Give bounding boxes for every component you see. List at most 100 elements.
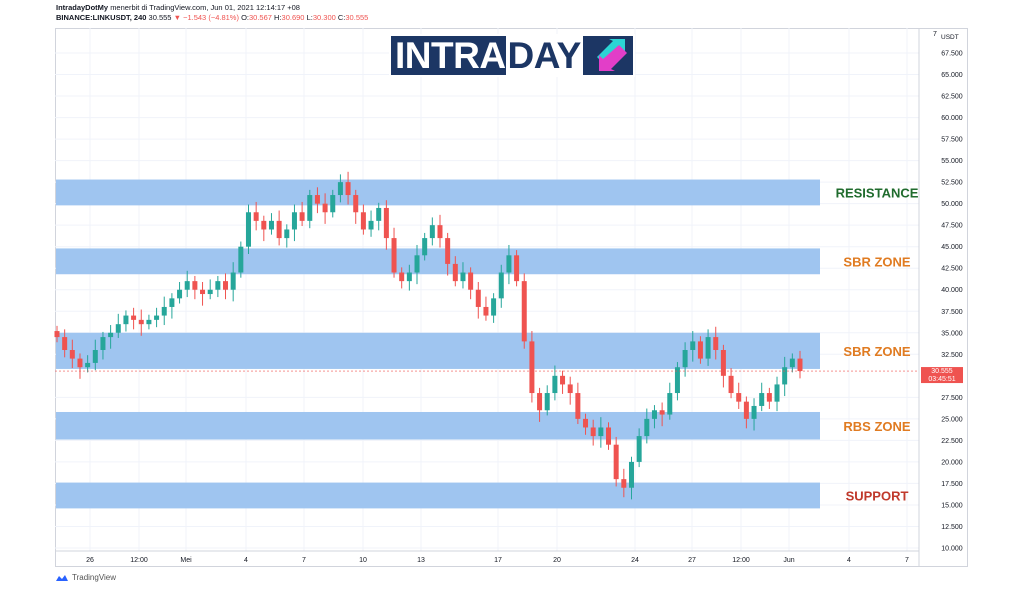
candle-body: [169, 298, 175, 307]
candles-layer: [54, 171, 803, 500]
candle-body: [314, 195, 320, 204]
high-value: 30.690: [281, 13, 305, 22]
symbol-line: BINANCE:LINKUSDT, 240 30.555 ▼ −1.543 (−…: [56, 13, 368, 23]
grid-layer: [55, 28, 919, 551]
candle-body: [123, 315, 129, 325]
tradingview-brand-text: TradingView: [72, 573, 117, 582]
candle-body: [100, 337, 106, 350]
low-label: L:: [306, 13, 313, 22]
logo-wordmark: INTRADAY: [395, 35, 583, 76]
candle-body: [154, 315, 160, 320]
candle-body: [736, 393, 742, 402]
zone-label: RESISTANCE: [836, 185, 919, 200]
price-axis: 67.500 65.000 62.500 60.000 57.500 55.000 52.5…: [941, 51, 963, 553]
zone-label: SBR ZONE: [843, 344, 911, 359]
candle-body: [759, 393, 765, 406]
publish-line: IntradayDotMy menerbit di TradingView.co…: [56, 3, 368, 13]
author-name[interactable]: IntradayDotMy: [56, 3, 109, 12]
price-tick-label: 37.500: [941, 309, 963, 316]
last-price-text: 30.555: [931, 368, 953, 375]
candle-body: [131, 315, 137, 320]
price-tick-label: 27.500: [941, 395, 963, 402]
candle-body: [743, 401, 749, 419]
candle-body: [268, 220, 274, 230]
time-tick-label: 17: [494, 557, 502, 564]
candle-body: [345, 182, 351, 196]
candle-body: [399, 272, 405, 282]
time-tick-label: 4: [847, 557, 851, 564]
candle-body: [751, 405, 757, 419]
zone-band: [56, 332, 820, 369]
candle-body: [108, 332, 114, 338]
logo-text-left: INTRA: [395, 35, 506, 76]
candle-body: [353, 195, 359, 213]
price-tick-label: 15.000: [941, 502, 963, 509]
price-tick-label: 22.500: [941, 438, 963, 445]
candle-body: [276, 220, 282, 239]
tradingview-icon: [56, 574, 68, 581]
candle-body: [659, 410, 665, 415]
zone-label: SBR ZONE: [843, 254, 911, 269]
candle-body: [720, 350, 726, 376]
price-tick-label: 40.000: [941, 287, 963, 294]
candle-body: [245, 212, 251, 247]
symbol-label[interactable]: BINANCE:LINKUSDT, 240: [56, 13, 147, 22]
price-tick-label: 10.000: [941, 546, 963, 553]
candle-body: [184, 281, 190, 290]
time-axis: 26 12:00 Mei 4 7 10 13 17 20 24 27 12:00 Jun 4 7: [86, 557, 909, 564]
candle-body: [422, 238, 428, 256]
price-tick-label: 45.000: [941, 244, 963, 251]
candle-body: [284, 229, 290, 239]
candle-body: [644, 418, 650, 437]
price-change: ▼ −1.543 (−4.81%): [173, 13, 239, 22]
time-tick-label: 27: [688, 557, 696, 564]
time-tick-label: 7: [905, 557, 909, 564]
candle-body: [230, 272, 236, 290]
candle-body: [789, 358, 795, 368]
candle-body: [628, 461, 634, 488]
zone-band: [56, 411, 820, 440]
time-tick-label: Jun: [783, 557, 794, 564]
tradingview-brand[interactable]: TradingView: [55, 573, 116, 582]
candle-body: [567, 384, 573, 394]
price-tick-label: 52.500: [941, 180, 963, 187]
candle-body: [621, 479, 627, 488]
logo-text-highlight: DAY: [505, 35, 583, 76]
candle-body: [437, 225, 443, 239]
top-tick-label: 7: [933, 31, 937, 38]
candle-body: [429, 225, 435, 239]
candle-body: [598, 427, 604, 437]
candle-body: [674, 367, 680, 394]
candle-body: [261, 220, 267, 230]
zone-label: SUPPORT: [846, 488, 909, 503]
candle-body: [406, 272, 412, 282]
candle-body: [368, 220, 374, 230]
candle-body: [514, 255, 520, 282]
candle-body: [322, 203, 328, 213]
time-tick-label: 12:00: [732, 557, 750, 564]
low-value: 30.300: [312, 13, 336, 22]
zone-band: [56, 179, 820, 206]
candle-body: [77, 358, 83, 368]
candle-body: [238, 246, 244, 273]
time-tick-label: 26: [86, 557, 94, 564]
price-tick-label: 65.000: [941, 72, 963, 79]
candle-body: [575, 393, 581, 419]
candle-body: [491, 298, 497, 316]
price-tick-label: 55.000: [941, 158, 963, 165]
candle-body: [92, 350, 98, 363]
candle-body: [544, 393, 550, 411]
candle-body: [62, 337, 68, 350]
candle-body: [207, 289, 213, 295]
candle-body: [475, 289, 481, 307]
candle-body: [445, 238, 451, 264]
candle-body: [552, 375, 558, 394]
candle-body: [161, 306, 167, 316]
candle-body: [360, 212, 366, 230]
candle-body: [146, 319, 152, 325]
price-tick-label: 67.500: [941, 51, 963, 58]
time-tick-label: 7: [302, 557, 306, 564]
price-tick-label: 32.500: [941, 352, 963, 359]
time-tick-label: 12:00: [130, 557, 148, 564]
